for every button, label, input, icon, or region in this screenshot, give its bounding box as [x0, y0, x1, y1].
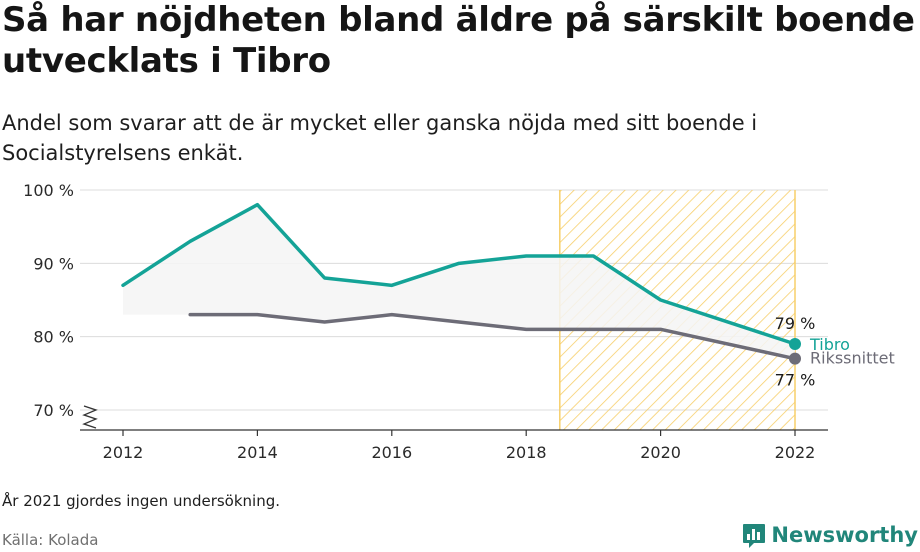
y-tick-label: 70 %	[33, 401, 74, 420]
chart-title: Så har nöjdheten bland äldre på särskilt…	[2, 0, 915, 81]
value-label: 79 %	[775, 314, 816, 333]
series-name-label: Rikssnittet	[810, 349, 895, 368]
value-label: 77 %	[775, 371, 816, 390]
source-text: Källa: Kolada	[2, 531, 99, 549]
series-name-label: Tibro	[809, 335, 850, 354]
brand-logo: Newsworthy	[742, 520, 918, 550]
end-point-tibro	[789, 338, 801, 350]
x-tick-label: 2022	[775, 443, 816, 462]
newsworthy-logo-icon	[743, 523, 766, 548]
chart-subtitle: Andel som svarar att de är mycket eller …	[2, 111, 758, 165]
brand-name: Newsworthy	[771, 523, 918, 547]
x-tick-label: 2012	[103, 443, 144, 462]
x-tick-label: 2020	[640, 443, 681, 462]
axes: 70 % 80 % 90 % 100 % 2012 2014 2016 2018 2020 202…	[23, 181, 828, 462]
series-lines	[121, 202, 797, 361]
y-tick-label: 90 %	[33, 254, 74, 273]
x-tick-label: 2016	[371, 443, 412, 462]
y-axis-break-icon	[82, 405, 98, 429]
y-tick-label: 80 %	[33, 328, 74, 347]
data-labels: 79 % Tibro 77 % Rikssnittet	[775, 314, 895, 390]
end-point-rikssnittet	[789, 352, 801, 365]
x-tick-label: 2014	[237, 443, 278, 462]
series-line-rikssnittet	[188, 312, 797, 361]
footnote: År 2021 gjordes ingen undersökning.	[2, 492, 281, 510]
x-tick-label: 2018	[506, 443, 547, 462]
series-end-points	[789, 338, 801, 365]
y-tick-label: 100 %	[23, 181, 74, 200]
series-line-tibro	[121, 202, 797, 346]
